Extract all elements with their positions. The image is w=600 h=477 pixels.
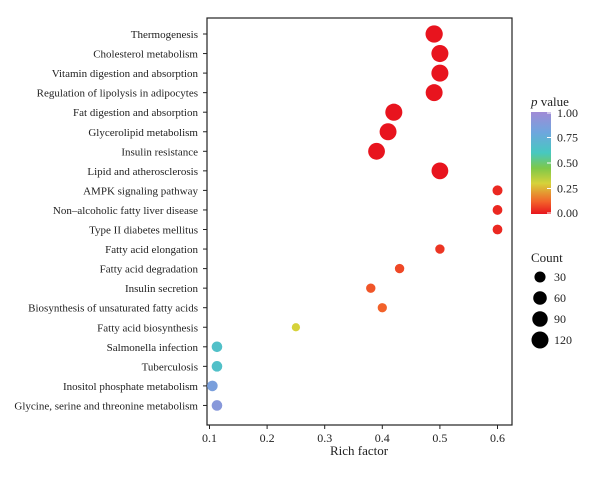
y-tick-label: Cholesterol metabolism (93, 49, 198, 61)
y-tick-label: Inositol phosphate metabolism (63, 381, 198, 393)
y-tick-label: Tuberculosis (142, 361, 198, 373)
data-points (207, 25, 503, 411)
y-tick-label: Regulation of lipolysis in adipocytes (37, 88, 198, 100)
x-tick-label: 0.6 (490, 431, 505, 445)
colorbar-tick-label: 0.50 (557, 156, 578, 170)
data-point (385, 103, 403, 121)
y-tick-label: Glycine, serine and threonine metabolism (14, 400, 198, 412)
count-legend-label: 60 (554, 291, 566, 305)
data-point (425, 84, 443, 102)
count-legend: Count 30 60 90 120 (531, 250, 572, 349)
y-tick-label: Thermogenesis (131, 29, 198, 41)
y-tick-label: AMPK signaling pathway (83, 185, 198, 197)
data-point (431, 45, 449, 63)
count-legend-label: 90 (554, 312, 566, 326)
y-tick-label: Vitamin digestion and absorption (52, 68, 199, 80)
data-point (211, 361, 223, 372)
count-legend-label: 120 (554, 333, 572, 347)
y-tick-label: Insulin secretion (125, 283, 199, 295)
count-legend-dot (533, 291, 547, 305)
p-value-colorbar-ticks: 1.00 0.75 0.50 0.25 0.00 (547, 106, 578, 220)
count-legend-items: 30 60 90 120 (531, 270, 572, 349)
p-value-legend: p value 1.00 0.75 0.50 0.25 0.00 (530, 94, 578, 220)
data-point (379, 123, 397, 141)
x-axis-title: Rich factor (330, 443, 389, 458)
data-point (377, 303, 387, 313)
count-legend-dot (531, 331, 549, 349)
p-value-legend-title: p value (530, 94, 569, 109)
count-legend-dot (532, 311, 548, 327)
y-tick-label: Salmonella infection (107, 342, 199, 354)
y-tick-label: Type II diabetes mellitus (89, 225, 198, 237)
data-point (431, 162, 449, 180)
x-axis-ticks: 0.1 0.2 0.3 0.4 0.5 0.6 (202, 425, 505, 445)
y-tick-label: Non–alcoholic fatty liver disease (53, 205, 198, 217)
count-legend-title: Count (531, 250, 563, 265)
data-point (291, 323, 301, 332)
y-axis-category-labels: Thermogenesis Cholesterol metabolism Vitam… (14, 29, 198, 412)
count-legend-label: 30 (554, 270, 566, 284)
colorbar-tick-label: 0.75 (557, 131, 578, 145)
data-point (431, 64, 449, 82)
x-tick-label: 0.5 (432, 431, 447, 445)
data-point (492, 224, 503, 235)
data-point (394, 263, 405, 274)
y-tick-label: Lipid and atherosclerosis (87, 166, 198, 178)
p-value-colorbar (531, 112, 551, 214)
data-point (492, 185, 503, 196)
data-point (492, 205, 503, 215)
plot-area (206, 17, 513, 426)
colorbar-tick-label: 0.25 (557, 182, 578, 196)
colorbar-tick-label: 0.00 (557, 206, 578, 220)
x-tick-label: 0.3 (317, 431, 332, 445)
y-tick-label: Fatty acid elongation (105, 244, 198, 256)
y-tick-label: Fatty acid degradation (100, 264, 199, 276)
data-point (207, 380, 218, 392)
y-tick-label: Biosynthesis of unsaturated fatty acids (28, 303, 198, 315)
x-tick-label: 0.1 (202, 431, 217, 445)
x-tick-label: 0.2 (260, 431, 275, 445)
colorbar-tick-label: 1.00 (557, 106, 578, 120)
count-legend-dot (534, 271, 546, 283)
data-point (211, 341, 223, 353)
data-point (368, 142, 385, 160)
data-point (211, 400, 223, 411)
x-tick-label: 0.4 (375, 431, 390, 445)
y-tick-label: Fat digestion and absorption (73, 107, 198, 119)
data-point (425, 25, 443, 43)
y-axis-ticks (203, 33, 207, 406)
data-point (366, 283, 376, 293)
y-tick-label: Glycerolipid metabolism (88, 127, 198, 139)
y-tick-label: Fatty acid biosynthesis (97, 322, 198, 334)
y-tick-label: Insulin resistance (121, 146, 198, 158)
data-point (435, 244, 445, 254)
